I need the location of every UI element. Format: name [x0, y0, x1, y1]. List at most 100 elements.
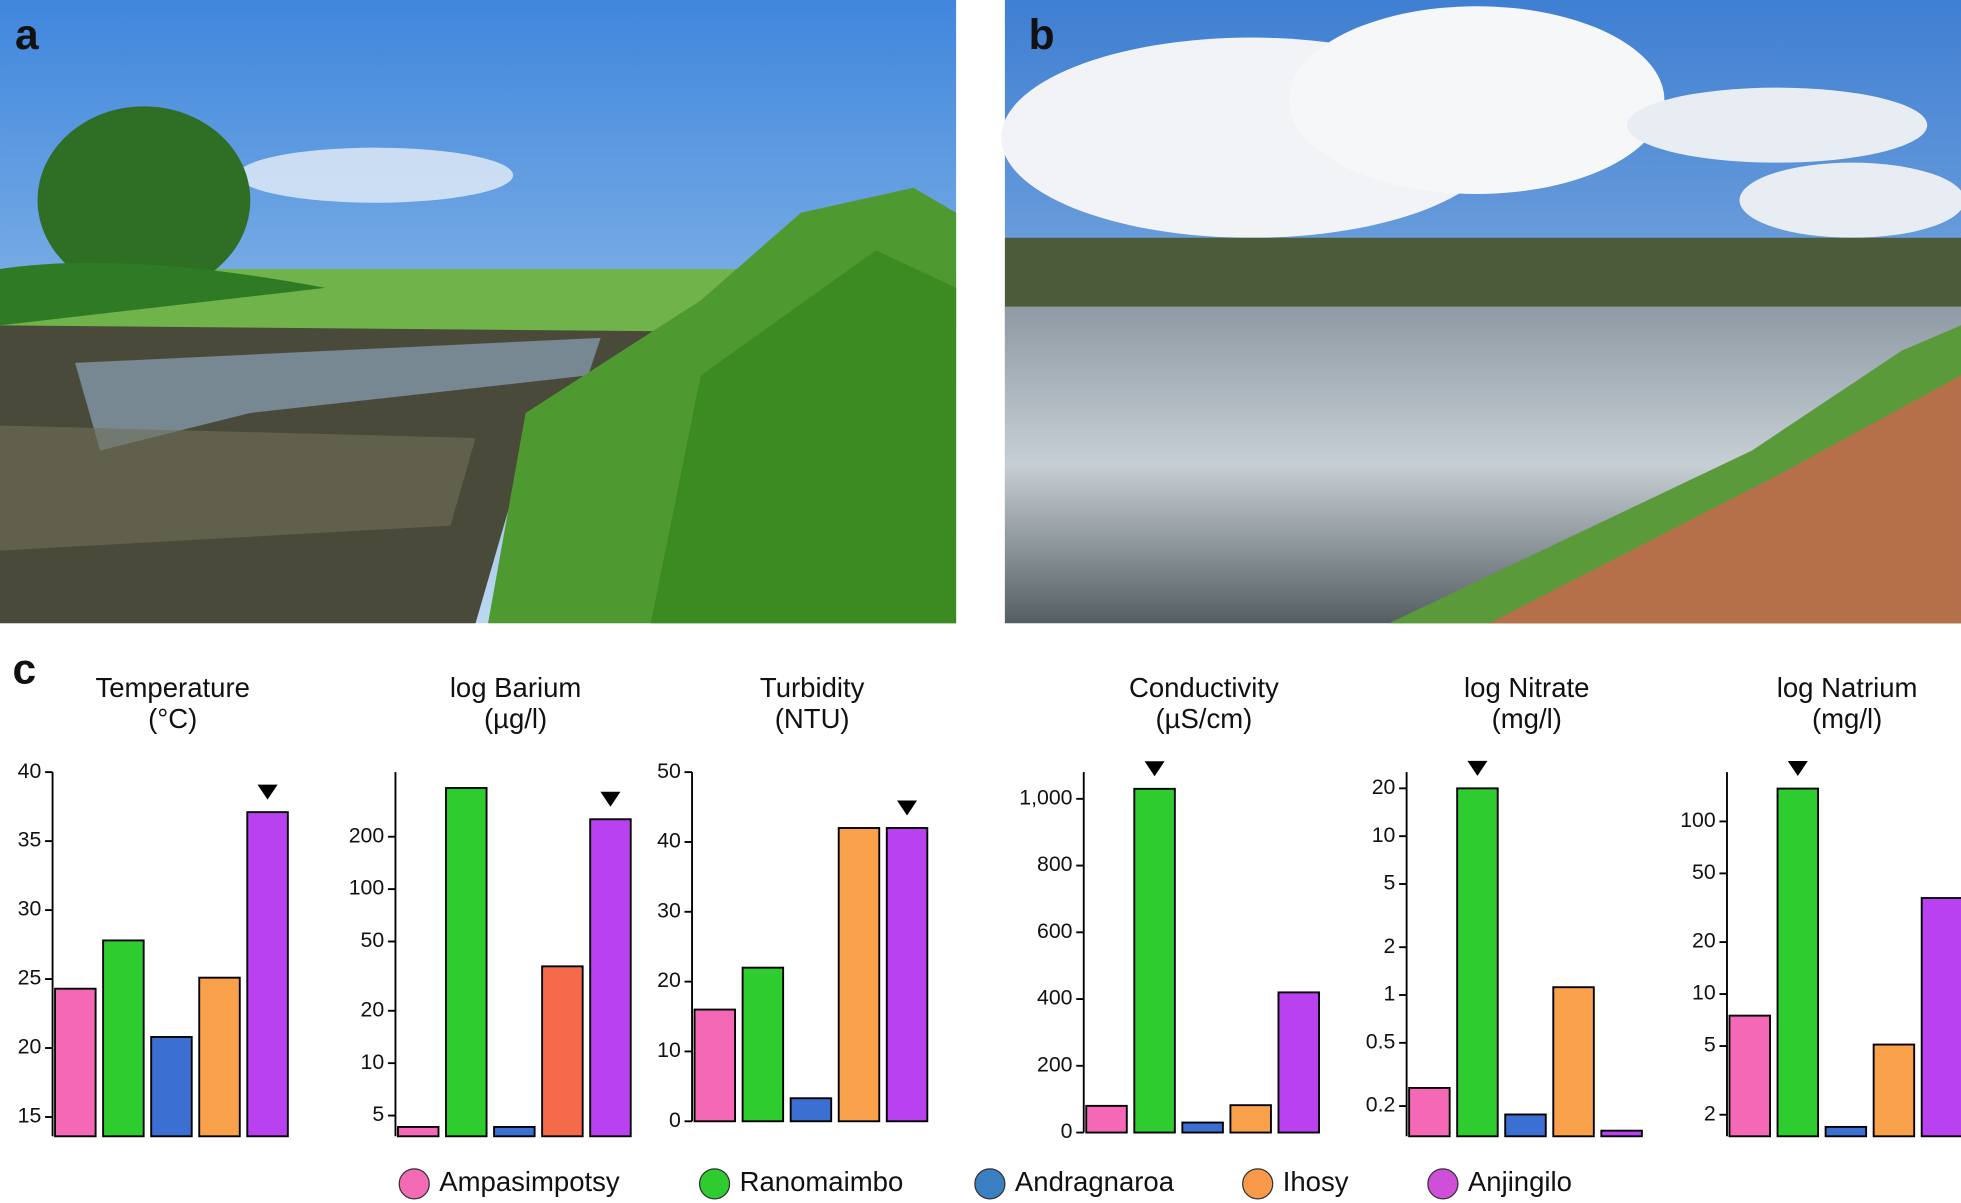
y-tick-label: 25	[18, 966, 42, 990]
highlight-arrow	[897, 800, 918, 816]
legend-label: Anjingilo	[1468, 1166, 1572, 1197]
y-tick-label: 30	[18, 897, 42, 921]
y-tick-label: 800	[1037, 852, 1072, 876]
bar	[246, 811, 289, 1138]
chart-unit: (µS/cm)	[1155, 703, 1252, 734]
legend-swatch	[398, 1168, 430, 1200]
bar	[741, 966, 785, 1123]
photo-a	[0, 0, 957, 624]
bar	[885, 827, 929, 1123]
bar	[1920, 897, 1961, 1138]
chart-unit: (°C)	[148, 703, 197, 734]
bar	[1456, 787, 1499, 1138]
chart-title: log Natrium	[1777, 672, 1918, 703]
highlight-arrow	[1144, 761, 1165, 777]
y-tick-label: 5	[1704, 1033, 1716, 1057]
bar	[541, 965, 584, 1138]
highlight-arrow	[257, 784, 278, 800]
bar	[397, 1126, 440, 1138]
bar	[693, 1008, 737, 1123]
bar	[789, 1097, 833, 1123]
bar	[445, 787, 488, 1138]
bar	[1552, 986, 1595, 1138]
y-tick-label: 600	[1037, 919, 1072, 943]
bar	[1504, 1113, 1547, 1138]
y-tick-label: 200	[349, 823, 384, 847]
y-tick-label: 0	[1061, 1119, 1073, 1143]
y-tick-label: 0.2	[1366, 1093, 1396, 1117]
y-tick-label: 50	[657, 759, 681, 783]
y-tick-label: 20	[1692, 929, 1716, 953]
bar	[1824, 1125, 1868, 1138]
y-tick-label: 5	[372, 1102, 384, 1126]
y-tick-label: 2	[1704, 1101, 1716, 1125]
highlight-arrow	[600, 791, 621, 807]
y-tick-label: 50	[1692, 860, 1716, 884]
chart-title: log Nitrate	[1464, 672, 1589, 703]
chart-title: log Barium	[450, 672, 582, 703]
bar	[102, 939, 145, 1138]
y-tick-label: 35	[18, 828, 42, 852]
bar	[1133, 787, 1176, 1134]
chart-title: Turbidity	[760, 672, 865, 703]
bar	[1181, 1121, 1224, 1134]
chart-title: Conductivity	[1129, 672, 1279, 703]
highlight-arrow	[1467, 760, 1488, 776]
bar	[1085, 1104, 1128, 1134]
y-tick-label: 2	[1384, 934, 1396, 958]
y-tick-label: 40	[657, 829, 681, 853]
y-tick-label: 40	[18, 759, 42, 783]
bar	[1277, 991, 1320, 1134]
bar	[1872, 1043, 1916, 1138]
y-tick-label: 20	[18, 1035, 42, 1059]
bar	[1408, 1087, 1451, 1138]
y-tick-label: 400	[1037, 986, 1072, 1010]
chart-unit: (NTU)	[775, 703, 850, 734]
y-tick-label: 1	[1384, 982, 1396, 1006]
y-tick-label: 200	[1037, 1052, 1072, 1076]
bar	[198, 976, 241, 1138]
chart-unit: (mg/l)	[1492, 703, 1562, 734]
y-tick-label: 10	[657, 1038, 681, 1062]
chart-title: Temperature	[95, 672, 249, 703]
y-tick-label: 20	[657, 968, 681, 992]
y-tick-label: 20	[1372, 775, 1396, 799]
y-tick-label: 10	[1372, 823, 1396, 847]
legend-swatch	[974, 1168, 1006, 1200]
bar	[589, 818, 632, 1138]
bar	[1728, 1014, 1771, 1138]
y-tick-label: 10	[1692, 981, 1716, 1005]
bar	[1229, 1104, 1272, 1134]
panel-label: b	[1029, 11, 1055, 59]
legend-label: Andragnaroa	[1015, 1166, 1175, 1197]
bar	[150, 1036, 193, 1138]
y-tick-label: 5	[1384, 871, 1396, 895]
bar	[837, 827, 881, 1123]
y-tick-label: 50	[361, 928, 385, 952]
y-tick-label: 100	[1680, 808, 1715, 832]
bar	[1600, 1129, 1643, 1138]
y-tick-label: 0.5	[1366, 1029, 1396, 1053]
y-tick-label: 10	[361, 1050, 385, 1074]
y-tick-label: 30	[657, 898, 681, 922]
panel-label: c	[13, 645, 37, 693]
chart-unit: (mg/l)	[1812, 703, 1882, 734]
photo-b	[1001, 0, 1961, 624]
bar	[54, 987, 97, 1138]
panel-label: a	[15, 11, 39, 59]
legend-label: Ampasimpotsy	[439, 1166, 620, 1197]
legend-swatch	[1427, 1168, 1459, 1200]
legend-swatch	[698, 1168, 731, 1200]
y-tick-label: 100	[349, 876, 384, 900]
bar	[493, 1126, 536, 1138]
y-tick-label: 1,000	[1019, 785, 1072, 809]
legend-swatch	[1242, 1168, 1274, 1200]
y-tick-label: 15	[18, 1104, 42, 1128]
highlight-arrow	[1787, 761, 1808, 777]
legend-label: Ihosy	[1283, 1166, 1349, 1197]
y-tick-label: 0	[669, 1108, 681, 1132]
legend-label: Ranomaimbo	[740, 1166, 904, 1197]
bar	[1776, 787, 1820, 1138]
chart-unit: (µg/l)	[484, 703, 547, 734]
